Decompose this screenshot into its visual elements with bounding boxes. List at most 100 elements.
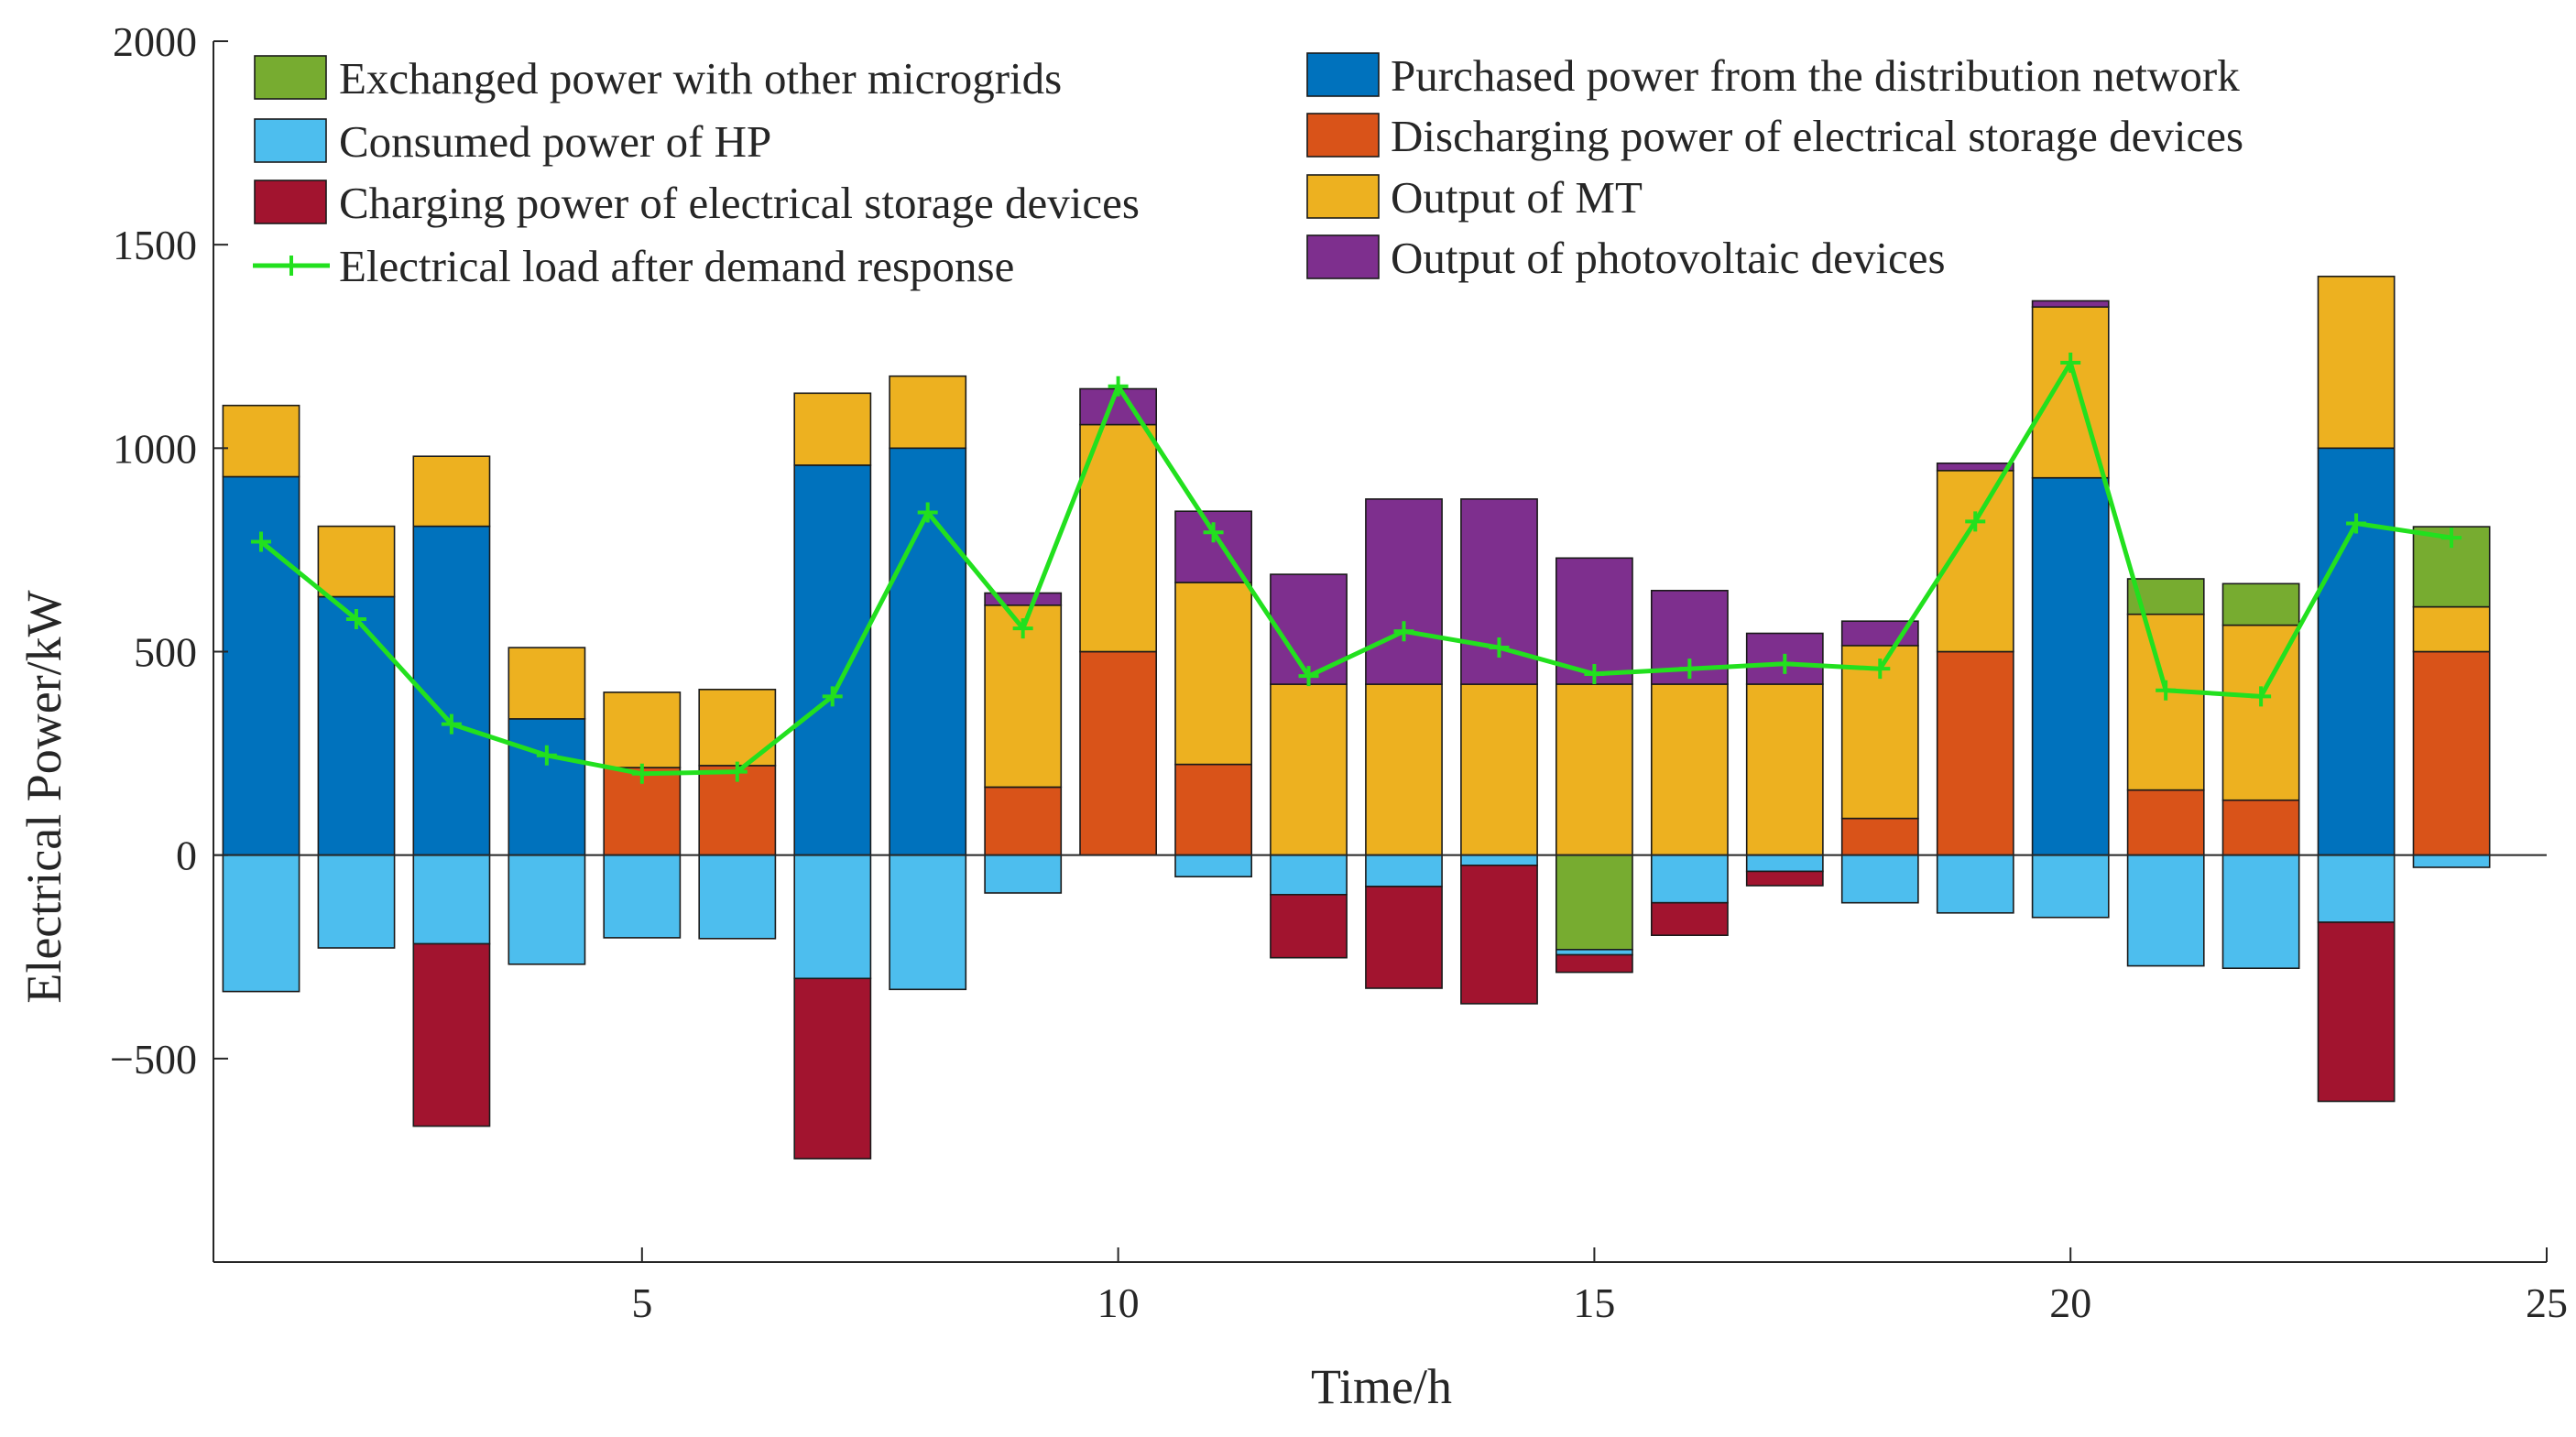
- x-axis-title: Time/h: [1311, 1359, 1452, 1414]
- bar-t13-series-3: [1365, 498, 1443, 685]
- bar-t12-series-7: [1270, 893, 1348, 959]
- legend: Exchanged power with other microgrids Con…: [253, 50, 2243, 291]
- load-point-t8: [917, 502, 938, 523]
- bar-t20-series-5: [2031, 854, 2110, 919]
- legend-label: Discharging power of electrical storage …: [1391, 111, 2243, 161]
- bar-t11-series-5: [1174, 854, 1252, 878]
- bar-t14-series-7: [1460, 864, 1538, 1005]
- load-point-t10: [1108, 376, 1129, 397]
- legend-swatch: [1306, 52, 1380, 97]
- bar-t15-series-4: [1555, 854, 1633, 951]
- bar-t23-series-7: [2317, 921, 2396, 1103]
- bar-t7-series-2: [793, 392, 872, 466]
- bar-t18-series-5: [1840, 854, 1919, 904]
- x-tick-label: 25: [2526, 1279, 2568, 1326]
- bar-t24-series-5: [2412, 854, 2491, 868]
- bar-t6-series-5: [698, 854, 777, 940]
- load-point-t16: [1679, 659, 1700, 680]
- load-point-t20: [2060, 353, 2081, 374]
- bar-t24-series-2: [2412, 605, 2491, 653]
- bar-t17-series-5: [1745, 854, 1824, 873]
- bar-t15-series-3: [1555, 557, 1633, 685]
- bar-t13-series-2: [1365, 683, 1443, 856]
- load-line-layer: [250, 353, 2462, 784]
- bar-t5-series-2: [603, 691, 682, 768]
- load-point-t19: [1965, 511, 1986, 532]
- load-line: [259, 360, 2452, 777]
- load-point-t14: [1489, 637, 1510, 659]
- bar-t22-series-5: [2221, 854, 2300, 970]
- bar-t4-series-5: [508, 854, 586, 965]
- bars-layer: [222, 275, 2491, 1159]
- bar-t11-series-1: [1174, 763, 1252, 856]
- bar-t2-series-0: [317, 595, 396, 856]
- legend-swatch: [1306, 113, 1380, 158]
- y-tick-label: 1000: [113, 425, 197, 472]
- legend-label: Charging power of electrical storage dev…: [339, 178, 1140, 228]
- load-point-t22: [2251, 686, 2272, 707]
- bar-t21-series-1: [2126, 789, 2205, 856]
- bar-t8-series-2: [889, 375, 967, 450]
- legend-line-marker: [281, 256, 301, 276]
- y-tick-label: 2000: [113, 18, 197, 65]
- bar-t9-series-5: [984, 854, 1063, 894]
- legend-label: Electrical load after demand response: [339, 241, 1014, 291]
- bar-t4-series-2: [508, 647, 586, 720]
- bar-t5-series-5: [603, 854, 682, 939]
- bar-t21-series-2: [2126, 613, 2205, 791]
- load-point-t13: [1393, 621, 1414, 642]
- axes-layer: −500 0 500 1000 1500 2000 5 10 15 20 25: [110, 18, 2568, 1326]
- bar-t10-series-2: [1079, 423, 1157, 653]
- bar-t3-series-0: [412, 525, 491, 856]
- bar-t16-series-7: [1651, 901, 1729, 937]
- bar-t3-series-2: [412, 455, 491, 528]
- load-point-t3: [441, 713, 462, 735]
- load-point-t24: [2441, 528, 2462, 549]
- y-tick-label: 1500: [113, 222, 197, 268]
- bar-t2-series-5: [317, 854, 396, 949]
- bar-t17-series-7: [1745, 870, 1824, 887]
- bar-t8-series-5: [889, 854, 967, 991]
- legend-label: Consumed power of HP: [339, 116, 771, 167]
- y-tick-label: 0: [176, 833, 197, 879]
- load-point-t5: [631, 763, 652, 784]
- bar-t15-series-7: [1555, 953, 1633, 974]
- legend-label: Output of photovoltaic devices: [1391, 233, 1946, 283]
- bar-t10-series-1: [1079, 650, 1157, 856]
- bar-t14-series-5: [1460, 854, 1538, 866]
- load-point-t12: [1298, 666, 1319, 687]
- bar-t24-series-1: [2412, 650, 2491, 856]
- legend-label: Exchanged power with other microgrids: [339, 53, 1062, 103]
- bar-t20-series-3: [2031, 299, 2110, 308]
- y-tick-label: −500: [110, 1036, 197, 1083]
- bar-t2-series-2: [317, 525, 396, 598]
- load-point-t1: [250, 531, 271, 552]
- legend-swatch: [1306, 174, 1380, 219]
- load-point-t6: [726, 761, 748, 782]
- bar-t16-series-5: [1651, 854, 1729, 904]
- bar-t13-series-7: [1365, 886, 1443, 989]
- x-tick-label: 20: [2049, 1279, 2091, 1326]
- bar-t7-series-0: [793, 464, 872, 856]
- legend-swatch: [254, 180, 327, 224]
- load-point-t9: [1012, 618, 1033, 639]
- load-point-t21: [2156, 680, 2177, 701]
- bar-t22-series-1: [2221, 799, 2300, 856]
- load-point-t23: [2346, 513, 2367, 534]
- bar-t1-series-2: [222, 404, 300, 478]
- bar-t19-series-3: [1936, 462, 2014, 472]
- bar-t4-series-0: [508, 717, 586, 856]
- legend-swatch: [254, 118, 327, 163]
- y-axis-title: Electrical Power/kW: [16, 590, 71, 1003]
- x-tick-label: 15: [1573, 1279, 1615, 1326]
- bar-t9-series-1: [984, 786, 1063, 856]
- y-tick-label: 500: [134, 629, 197, 676]
- bar-t1-series-5: [222, 854, 300, 993]
- bar-t16-series-2: [1651, 683, 1729, 856]
- bar-t20-series-0: [2031, 476, 2110, 856]
- legend-swatch: [1306, 234, 1380, 279]
- load-point-t7: [822, 686, 843, 707]
- legend-label: Output of MT: [1391, 172, 1643, 223]
